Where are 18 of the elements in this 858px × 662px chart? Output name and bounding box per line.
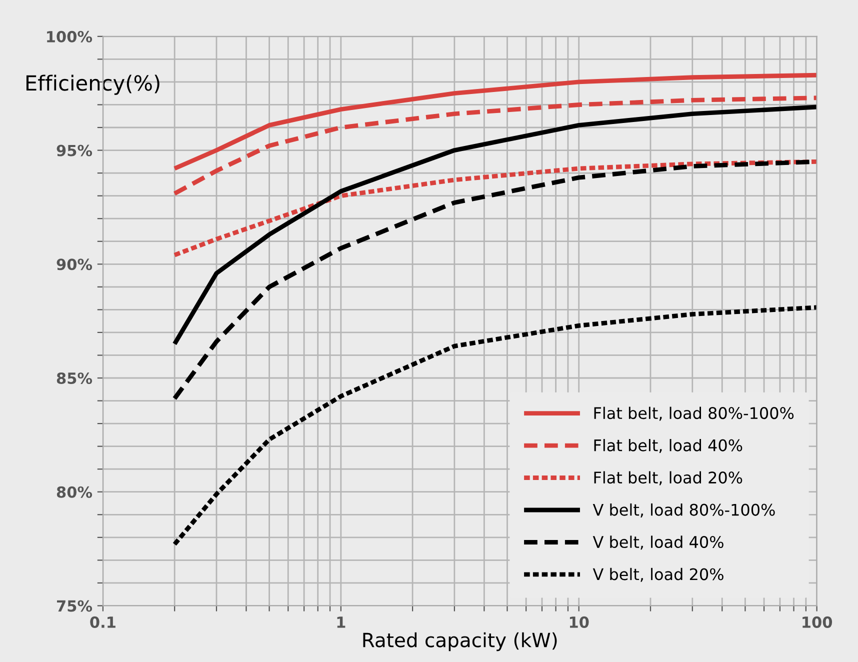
x-tick-label: 10 [570,616,589,628]
y-tick-label: 75% [56,600,92,612]
x-tick-label: 1 [337,616,346,628]
legend-label: Flat belt, load 80%-100% [594,406,794,421]
y-tick-label: 90% [56,258,92,270]
legend-label: V belt, load 40% [592,536,724,550]
legend-label: Flat belt, load 20% [594,471,742,486]
y-tick-label: 80% [56,486,92,498]
y-tick-label: 95% [56,144,92,156]
legend-label: V belt, load 20% [592,568,724,582]
y-tick-label: 85% [56,372,92,384]
legend-label: V belt, load 80%-100% [592,503,775,518]
x-tick-label: 0.1 [90,616,116,628]
x-axis-title: Rated capacity (kW) [363,632,557,652]
legend-label: Flat belt, load 40% [594,438,742,453]
y-tick-label: 100% [47,30,92,42]
x-tick-label: 100 [802,616,832,628]
y-axis-title: Efficiency(%) [26,74,160,95]
